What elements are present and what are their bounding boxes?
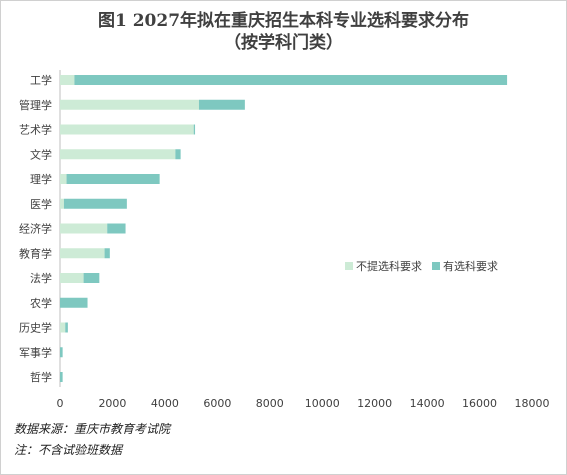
chart-title: 图1 2027年拟在重庆招生本科专业选科要求分布 xyxy=(97,11,470,31)
bar-with-requirement xyxy=(107,223,126,234)
bar-no-requirement xyxy=(60,273,84,283)
x-tick-label: 12000 xyxy=(357,397,392,410)
legend-swatch-no-requirement xyxy=(345,262,353,270)
category-label: 教育学 xyxy=(19,246,52,260)
bar-with-requirement xyxy=(60,297,88,308)
category-label: 艺术学 xyxy=(19,123,52,137)
x-tick-label: 18000 xyxy=(515,397,550,410)
x-tick-label: 0 xyxy=(57,397,64,410)
bar-no-requirement xyxy=(60,149,176,160)
legend-swatch-with-requirement xyxy=(432,262,440,270)
legend-label-no-requirement: 不提选科要求 xyxy=(356,260,422,273)
bar-with-requirement xyxy=(83,273,100,283)
bar-with-requirement xyxy=(66,174,160,184)
x-tick-label: 10000 xyxy=(305,397,340,410)
bar-no-requirement xyxy=(60,223,108,234)
bar-no-requirement xyxy=(60,174,67,184)
bar-no-requirement xyxy=(60,248,105,259)
x-tick-label: 8000 xyxy=(256,397,284,410)
category-label: 医学 xyxy=(30,197,52,211)
legend-item-no-requirement: 不提选科要求 xyxy=(345,258,422,274)
bar-no-requirement xyxy=(60,75,75,85)
source-note: 数据来源：重庆市教育考试院 xyxy=(14,422,171,436)
category-label: 经济学 xyxy=(19,222,52,236)
category-label: 哲学 xyxy=(30,370,52,384)
bar-with-requirement xyxy=(63,198,127,209)
bar-with-requirement xyxy=(60,347,63,358)
category-label: 农学 xyxy=(30,296,52,310)
bar-with-requirement xyxy=(60,372,63,382)
chart-title-block: 图1 2027年拟在重庆招生本科专业选科要求分布 （按学科门类） xyxy=(0,10,567,54)
x-tick-label: 16000 xyxy=(462,397,497,410)
bar-no-requirement xyxy=(60,99,199,110)
bar-no-requirement xyxy=(60,198,64,209)
category-label: 军事学 xyxy=(19,345,52,359)
legend: 不提选科要求 有选科要求 xyxy=(345,258,504,274)
bar-no-requirement xyxy=(60,124,194,135)
x-tick-label: 2000 xyxy=(98,397,126,410)
bar-no-requirement xyxy=(60,322,66,333)
bar-with-requirement xyxy=(65,322,68,333)
x-tick-label: 4000 xyxy=(151,397,179,410)
x-tick-label: 6000 xyxy=(203,397,231,410)
category-label: 工学 xyxy=(30,73,52,87)
legend-item-with-requirement: 有选科要求 xyxy=(432,258,498,274)
bar-with-requirement xyxy=(198,99,245,110)
chart-subtitle: （按学科门类） xyxy=(224,33,343,53)
remark-note: 注：不含试验班数据 xyxy=(14,443,123,457)
category-label: 法学 xyxy=(30,271,52,285)
category-label: 管理学 xyxy=(19,98,52,112)
legend-label-with-requirement: 有选科要求 xyxy=(443,260,498,273)
category-label: 理学 xyxy=(30,172,52,186)
x-tick-label: 14000 xyxy=(410,397,445,410)
bar-with-requirement xyxy=(104,248,110,259)
category-label: 文学 xyxy=(30,147,52,161)
bar-with-requirement xyxy=(193,124,196,135)
category-label: 历史学 xyxy=(19,321,52,335)
bar-with-requirement xyxy=(74,75,508,85)
bar-with-requirement xyxy=(175,149,181,160)
